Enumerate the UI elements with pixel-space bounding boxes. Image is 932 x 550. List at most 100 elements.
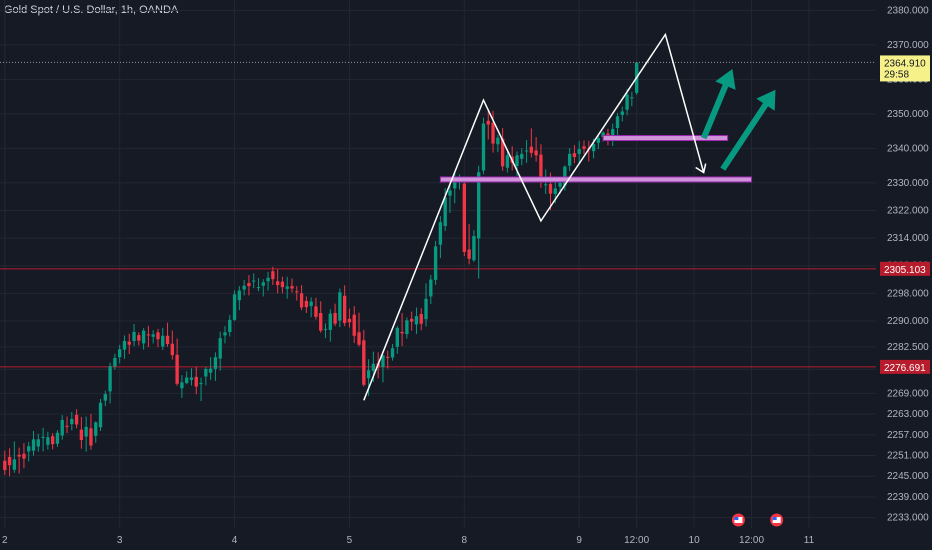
candle-body (505, 155, 510, 168)
candle-body (132, 331, 136, 341)
up-arrow (720, 89, 776, 171)
y-tick-label: 2239.000 (887, 492, 929, 503)
candle-body (405, 320, 409, 335)
candle-body (261, 282, 265, 286)
y-tick-label: 2340.000 (887, 143, 929, 154)
candle-body (342, 295, 347, 324)
candle-body (204, 368, 208, 377)
x-tick-label: 5 (347, 535, 353, 546)
candle-body (371, 363, 376, 371)
candle-body (141, 330, 146, 344)
candle-body (84, 426, 88, 437)
candle-body (381, 355, 385, 368)
candles (3, 62, 639, 477)
candle-body (194, 376, 198, 387)
candle-body (242, 285, 246, 290)
flag-us-icon-canton (772, 517, 777, 520)
y-tick-label: 2370.000 (887, 40, 929, 51)
candle-body (486, 120, 490, 125)
candle-body (395, 327, 399, 347)
candle-body (70, 418, 74, 425)
up-arrows (700, 69, 776, 171)
hline-price-tag (880, 359, 930, 374)
candle-body (304, 300, 309, 308)
y-tick-label: 2245.000 (887, 471, 929, 482)
hline-price-tag-label: 2305.103 (884, 265, 926, 276)
x-tick-label: 8 (462, 535, 468, 546)
x-tick-label: 4 (232, 535, 238, 546)
candle-body (290, 286, 294, 289)
candle-body (582, 146, 586, 149)
candle-body (185, 377, 189, 384)
candle-body (362, 340, 366, 385)
candle-body (208, 368, 213, 373)
candle-body (295, 291, 299, 293)
x-tick-label: 3 (117, 535, 123, 546)
y-tick-label: 2380.000 (887, 5, 929, 16)
y-tick-label: 2298.000 (887, 288, 929, 299)
candle-body (467, 249, 471, 259)
candle-body (79, 429, 84, 440)
y-tick-label: 2314.000 (887, 233, 929, 244)
candle-body (122, 340, 127, 350)
candle-body (12, 459, 17, 470)
candle-body (237, 290, 242, 301)
candle-body (50, 436, 55, 445)
candle-body (386, 356, 390, 358)
candle-body (601, 132, 605, 138)
candle-body (357, 332, 361, 345)
candle-body (352, 314, 356, 336)
candle-body (347, 318, 352, 323)
grid-lines (0, 0, 876, 528)
candle-body (113, 357, 117, 367)
candle-body (414, 316, 419, 325)
x-tick-label: 2 (2, 535, 8, 546)
candle-body (232, 294, 237, 320)
candle-body (567, 153, 572, 166)
candle-body (266, 277, 270, 282)
y-tick-label: 2350.000 (887, 109, 929, 120)
candle-body (199, 383, 203, 385)
candle-body (615, 116, 620, 129)
candle-body (98, 402, 103, 428)
y-tick-label: 2269.000 (887, 388, 929, 399)
candle-body (170, 343, 175, 356)
candle-body (572, 153, 577, 158)
candle-body (524, 150, 529, 152)
candle-body (146, 334, 151, 336)
candle-body (165, 335, 170, 345)
x-tick-label: 9 (576, 535, 582, 546)
candle-body (108, 366, 112, 392)
candle-body (558, 182, 562, 187)
flag-us-icon (731, 513, 745, 527)
candle-body (429, 279, 433, 297)
y-tick-label: 2233.000 (887, 513, 929, 524)
candle-body (36, 439, 40, 447)
event-icons (731, 513, 784, 527)
candle-body (247, 282, 251, 287)
last-price-tag (880, 55, 930, 82)
candle-body (453, 182, 457, 189)
candle-body (625, 94, 629, 110)
hline-price-tag-label: 2276.691 (884, 363, 926, 374)
candle-body (17, 454, 21, 457)
support-zone (602, 135, 729, 142)
candle-body (218, 338, 222, 359)
candle-body (591, 143, 596, 152)
y-tick-label: 2290.000 (887, 316, 929, 327)
candle-body (94, 422, 98, 436)
pattern-drawing (363, 32, 707, 401)
flag-us-icon (770, 513, 784, 527)
candle-body (60, 419, 64, 436)
candle-body (500, 138, 505, 167)
candle-body (477, 172, 481, 239)
y-tick-label: 2330.000 (887, 178, 929, 189)
candle-body (520, 153, 524, 159)
candle-body (553, 188, 557, 194)
candle-body (462, 183, 467, 252)
candle-body (252, 280, 256, 282)
last-price-value: 2364.910 (884, 58, 926, 69)
candle-body (223, 332, 227, 336)
